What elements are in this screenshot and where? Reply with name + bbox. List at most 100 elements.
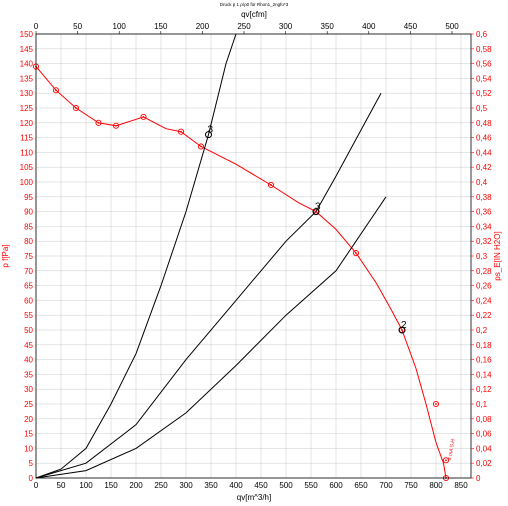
top-tick-label: 0 [34,22,39,31]
left-tick-label: 130 [20,89,34,98]
bottom-tick-label: 600 [329,481,343,490]
right-tick-label: 0,4 [476,178,488,187]
right-tick-label: 0,5 [476,104,488,113]
right-tick-label: 0,28 [476,267,492,276]
fan-curve-marker [432,400,440,408]
right-tick-label: 0,14 [476,370,492,379]
fan-curve-marker-dot [445,459,447,462]
fan-curve-marker-dot [355,252,357,254]
top-tick-label: 250 [237,22,251,31]
right-tick-label: 0,24 [476,296,492,305]
right-tick-label: 0,02 [476,459,492,468]
right-tick-label: 0,08 [476,415,492,424]
bottom-tick-label: 750 [404,481,418,490]
left-tick-label: 95 [24,193,33,202]
left-tick-label: 110 [20,148,33,157]
fan-curve-marker [52,87,60,94]
right-tick-label: 0,42 [476,163,492,172]
fan-curve-series [35,66,447,479]
left-tick-label: 140 [20,60,34,69]
right-tick-label: 0,48 [476,119,492,128]
left-tick-label: 150 [20,30,34,39]
fan-curve-marker-dot [142,115,145,118]
left-tick-label: 75 [24,252,33,261]
operating-point-label: 3 [208,125,214,136]
fan-curve-marker [352,249,360,257]
right-tick-label: 0,2 [476,326,488,335]
right-tick-label: 0,18 [476,341,492,350]
right-tick-label: 0,34 [476,222,492,231]
right-tick-label: 0,56 [476,60,492,69]
bottom-tick-label: 150 [104,481,118,490]
top-tick-label: 450 [404,22,418,31]
right-axis-title: ps_E[IN H2O] [493,231,502,280]
left-tick-label: 40 [24,356,33,365]
right-tick-label: 0,06 [476,430,492,439]
left-tick-label: 90 [24,208,33,217]
bottom-tick-label: 450 [254,481,268,490]
top-tick-label: 400 [362,22,376,31]
left-tick-label: 60 [24,296,33,305]
right-tick-label: 0,22 [476,311,492,320]
top-tick-label: 350 [321,22,335,31]
right-tick-label: 0,44 [476,148,492,157]
right-tick-label: 0 [476,474,481,483]
operating-point-marker [205,131,212,139]
system-curve-series [35,33,237,479]
left-tick-label: 45 [24,341,33,350]
top-tick-label: 50 [73,22,82,31]
bottom-tick-label: 250 [154,481,168,490]
right-tick-label: 0,36 [476,208,492,217]
bottom-tick-label: 650 [354,481,368,490]
left-tick-label: 30 [24,385,33,394]
left-tick-label: 0 [29,474,34,483]
bottom-tick-label: 400 [229,481,243,490]
right-tick-label: 0,58 [476,45,492,54]
bottom-tick-label: 200 [129,481,143,490]
bottom-tick-label: 800 [429,481,443,490]
left-axis-title: p f[Pa] [1,244,10,267]
axes: 0510152025303540455055606570758085909510… [20,22,492,490]
fan-curve-marker-dot [200,145,202,148]
fan-curve-marker [267,181,275,189]
bottom-tick-label: 300 [179,481,193,490]
bottom-tick-label: 700 [379,481,393,490]
left-tick-label: 10 [24,444,33,453]
fan-curve-marker-dot [55,89,57,92]
fan-curve-marker-dot [180,130,182,133]
left-tick-label: 55 [24,311,33,320]
left-tick-label: 65 [24,282,33,291]
right-tick-label: 0,04 [476,444,492,453]
bottom-axis-title: qv[m^3/h] [237,493,271,502]
system-curve-series [35,92,382,479]
markers: 2 3 3 4 mA S.H [32,63,457,482]
left-tick-label: 80 [24,237,33,246]
chart-title: Druck p 1 ρ/ρ0 für Rhon1_2ngfo*3 [220,2,289,7]
fan-curve-marker [112,122,120,129]
left-tick-label: 25 [24,400,33,409]
fan-curve-marker-dot [115,124,117,127]
left-tick-label: 5 [29,459,34,468]
fan-curve-marker [442,457,450,464]
fan-curve-marker-dot [270,184,272,186]
fan-curve-marker-dot [75,107,77,109]
bottom-tick-label: 50 [57,481,66,490]
right-tick-label: 0,3 [476,252,488,261]
fan-curve-marker [72,104,80,112]
operating-point-marker [398,326,406,334]
left-tick-label: 85 [24,222,33,231]
operating-point-label: 3 [315,202,321,213]
right-tick-label: 0,32 [476,237,492,246]
fan-curve-marker [140,113,147,120]
fan-curve-marker [177,128,185,135]
fan-curve-marker-dot [315,210,317,213]
left-tick-label: 120 [20,119,34,128]
right-tick-label: 0,54 [476,74,492,83]
top-axis-title: qv[cfm] [241,10,267,19]
right-tick-label: 0,26 [476,282,492,291]
bottom-tick-label: 0 [34,481,39,490]
left-tick-label: 135 [20,74,34,83]
left-tick-label: 50 [24,326,33,335]
